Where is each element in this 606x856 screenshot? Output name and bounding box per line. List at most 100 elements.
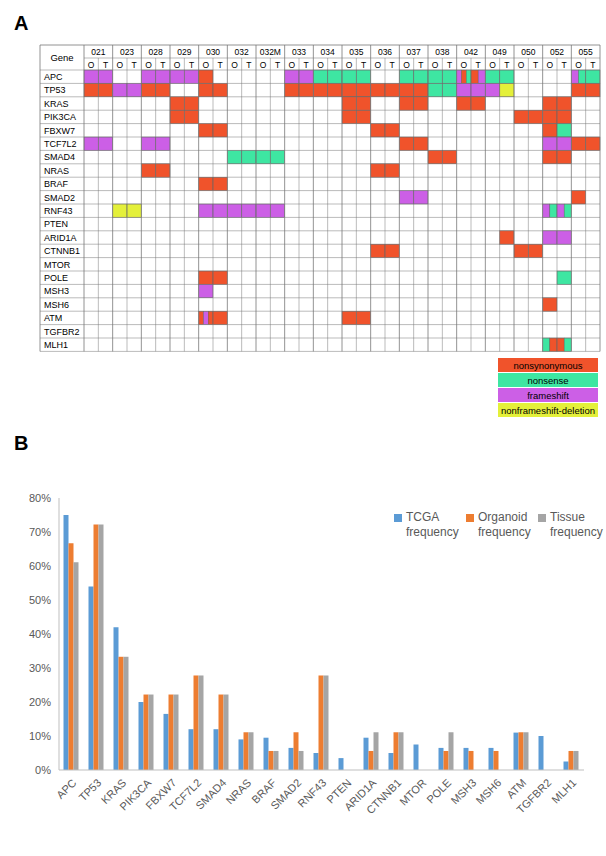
svg-text:APC: APC xyxy=(54,776,79,801)
svg-text:T: T xyxy=(418,60,423,70)
svg-text:KRAS: KRAS xyxy=(44,99,69,109)
svg-text:O: O xyxy=(117,60,124,70)
svg-text:O: O xyxy=(518,60,525,70)
svg-text:PTEN: PTEN xyxy=(44,219,68,229)
svg-text:FBXW7: FBXW7 xyxy=(44,126,75,136)
svg-text:Gene: Gene xyxy=(50,52,73,63)
svg-text:BRAF: BRAF xyxy=(44,179,69,189)
svg-text:037: 037 xyxy=(407,47,421,57)
svg-text:T: T xyxy=(189,60,194,70)
svg-text:SMAD2: SMAD2 xyxy=(268,776,303,811)
svg-text:T: T xyxy=(504,60,509,70)
svg-text:NRAS: NRAS xyxy=(44,166,69,176)
svg-text:NRAS: NRAS xyxy=(223,776,253,806)
svg-text:MSH6: MSH6 xyxy=(44,300,69,310)
svg-text:T: T xyxy=(361,60,366,70)
svg-text:O: O xyxy=(289,60,296,70)
svg-text:nonsense: nonsense xyxy=(527,375,568,386)
svg-text:O: O xyxy=(88,60,95,70)
svg-text:0%: 0% xyxy=(35,764,51,776)
svg-text:POLE: POLE xyxy=(44,273,68,283)
svg-text:POLE: POLE xyxy=(424,776,453,805)
svg-text:O: O xyxy=(203,60,210,70)
svg-text:MLH1: MLH1 xyxy=(549,776,578,805)
svg-text:O: O xyxy=(575,60,582,70)
svg-text:032: 032 xyxy=(235,47,249,57)
svg-text:T: T xyxy=(390,60,395,70)
svg-text:A: A xyxy=(14,12,28,34)
svg-text:T: T xyxy=(562,60,567,70)
svg-text:SMAD4: SMAD4 xyxy=(193,776,228,811)
svg-text:T: T xyxy=(103,60,108,70)
svg-text:10%: 10% xyxy=(29,730,51,742)
svg-text:30%: 30% xyxy=(29,662,51,674)
svg-text:50%: 50% xyxy=(29,594,51,606)
svg-text:60%: 60% xyxy=(29,560,51,572)
svg-text:CTNNB1: CTNNB1 xyxy=(364,776,404,816)
svg-text:ARID1A: ARID1A xyxy=(44,233,77,243)
svg-text:052: 052 xyxy=(550,47,564,57)
svg-text:O: O xyxy=(547,60,554,70)
svg-text:T: T xyxy=(218,60,223,70)
svg-text:028: 028 xyxy=(149,47,163,57)
svg-text:T: T xyxy=(246,60,251,70)
svg-text:TGFBR2: TGFBR2 xyxy=(44,327,80,337)
svg-text:036: 036 xyxy=(378,47,392,57)
svg-text:O: O xyxy=(231,60,238,70)
svg-text:80%: 80% xyxy=(29,492,51,504)
svg-text:MLH1: MLH1 xyxy=(44,340,68,350)
svg-text:40%: 40% xyxy=(29,628,51,640)
svg-text:034: 034 xyxy=(321,47,335,57)
svg-text:nonframeshift-deletion: nonframeshift-deletion xyxy=(501,405,595,416)
svg-text:T: T xyxy=(275,60,280,70)
svg-text:O: O xyxy=(260,60,267,70)
svg-text:T: T xyxy=(160,60,165,70)
svg-text:029: 029 xyxy=(177,47,191,57)
svg-text:O: O xyxy=(346,60,353,70)
svg-text:O: O xyxy=(461,60,468,70)
svg-text:MSH3: MSH3 xyxy=(44,286,69,296)
svg-text:ATM: ATM xyxy=(44,313,62,323)
svg-text:SMAD4: SMAD4 xyxy=(44,152,75,162)
svg-text:TGFBR2: TGFBR2 xyxy=(514,776,553,815)
svg-text:MTOR: MTOR xyxy=(397,776,428,807)
svg-text:O: O xyxy=(174,60,181,70)
svg-text:frameshift: frameshift xyxy=(527,390,569,401)
svg-text:023: 023 xyxy=(120,47,134,57)
svg-text:035: 035 xyxy=(349,47,363,57)
svg-text:MSH3: MSH3 xyxy=(448,776,478,806)
svg-text:O: O xyxy=(403,60,410,70)
svg-text:T: T xyxy=(590,60,595,70)
svg-text:T: T xyxy=(132,60,137,70)
svg-text:SMAD2: SMAD2 xyxy=(44,193,75,203)
svg-text:APC: APC xyxy=(44,72,63,82)
svg-text:T: T xyxy=(533,60,538,70)
svg-text:021: 021 xyxy=(91,47,105,57)
svg-text:CTNNB1: CTNNB1 xyxy=(44,246,80,256)
svg-text:MTOR: MTOR xyxy=(44,260,71,270)
svg-text:055: 055 xyxy=(579,47,593,57)
svg-text:TP53: TP53 xyxy=(44,85,66,95)
svg-text:033: 033 xyxy=(292,47,306,57)
svg-text:RNF43: RNF43 xyxy=(44,206,73,216)
svg-text:O: O xyxy=(432,60,439,70)
svg-text:030: 030 xyxy=(206,47,220,57)
svg-text:049: 049 xyxy=(493,47,507,57)
svg-text:nonsynonymous: nonsynonymous xyxy=(513,360,582,371)
svg-text:O: O xyxy=(375,60,382,70)
svg-text:MSH6: MSH6 xyxy=(473,776,503,806)
svg-text:T: T xyxy=(332,60,337,70)
svg-text:T: T xyxy=(447,60,452,70)
svg-text:T: T xyxy=(476,60,481,70)
svg-text:T: T xyxy=(304,60,309,70)
svg-text:O: O xyxy=(317,60,324,70)
svg-text:70%: 70% xyxy=(29,526,51,538)
svg-text:RNF43: RNF43 xyxy=(295,776,328,809)
svg-text:032M: 032M xyxy=(260,47,281,57)
svg-text:O: O xyxy=(145,60,152,70)
svg-text:050: 050 xyxy=(521,47,535,57)
svg-text:042: 042 xyxy=(464,47,478,57)
svg-text:O: O xyxy=(489,60,496,70)
svg-text:20%: 20% xyxy=(29,696,51,708)
svg-text:038: 038 xyxy=(435,47,449,57)
